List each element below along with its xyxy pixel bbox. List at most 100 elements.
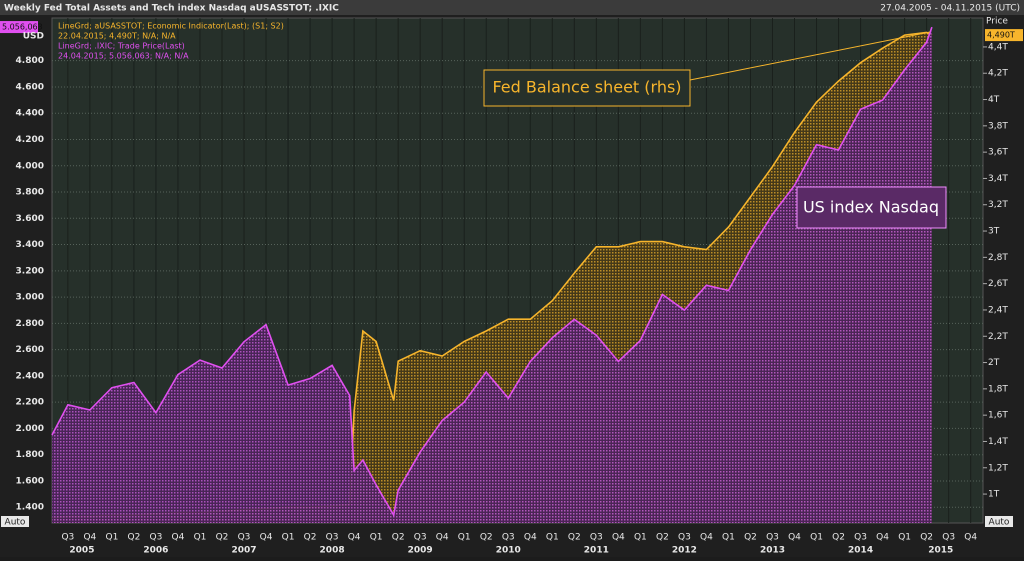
y2-tick-label: 1,2T [988,463,1008,473]
y-tick-label: 4.000 [16,161,44,171]
year-label: 2014 [848,546,873,556]
last-value-label: 5.056,063 [2,23,43,32]
y2-tick-label: 2,8T [988,253,1008,263]
x-tick-label: Q2 [480,533,493,543]
x-tick-label: Q2 [832,533,845,543]
x-tick-label: Q1 [105,533,118,543]
x-tick-label: Q2 [216,533,229,543]
y-tick-label: 4.400 [16,109,44,119]
y2-tick-label: 1,8T [988,384,1008,394]
y2-tick-label: 3,6T [988,148,1008,158]
x-tick-label: Q3 [502,533,515,543]
title-bar [0,0,1024,15]
x-tick-label: Q4 [612,533,625,543]
y2-tick-label: 1,6T [988,411,1008,421]
y2-tick-label: 2,2T [988,332,1008,342]
y-tick-label: 2.000 [16,424,44,434]
y2-tick-label: 1,4T [988,437,1008,447]
y-tick-label: 2.600 [16,345,44,355]
y-tick-label: 2.400 [16,371,44,381]
legend-detail: 24.04.2015; 5.056,063; N/A; N/A [58,52,189,61]
y-axis-label: USD [23,32,44,42]
x-tick-label: Q1 [282,533,295,543]
year-label: 2012 [672,546,697,556]
x-tick-label: Q3 [326,533,339,543]
year-label: 2013 [760,546,785,556]
series-area [52,27,932,523]
x-tick-label: Q3 [942,533,955,543]
y-tick-label: 1.600 [16,476,44,486]
x-tick-label: Q1 [898,533,911,543]
x-tick-label: Q2 [568,533,581,543]
year-label: 2007 [231,546,256,556]
x-tick-label: Q2 [656,533,669,543]
y2-tick-label: 4,4T [988,42,1008,52]
x-tick-label: Q4 [524,533,537,543]
annotation: US index Nasdaq [803,198,939,217]
x-tick-label: Q4 [700,533,713,543]
year-label: 2010 [496,546,521,556]
auto-label[interactable]: Auto [5,518,26,528]
legend-entry: LineGrd; aUSASSTOT; Economic Indicator(L… [58,22,284,31]
x-tick-label: Q3 [590,533,603,543]
legend-entry: LineGrd; .IXIC; Trade Price(Last) [58,42,185,51]
last-value-box [985,29,1023,42]
y2-tick-label: 3T [988,227,1000,237]
x-tick-label: Q4 [964,533,977,543]
annotation: Fed Balance sheet (rhs) [492,78,681,97]
y-tick-label: 3.400 [16,240,44,250]
year-label: 2015 [928,546,953,556]
x-tick-label: Q4 [348,533,361,543]
x-tick-label: Q3 [678,533,691,543]
y2-tick-label: 4,2T [988,69,1008,79]
x-tick-label: Q2 [128,533,141,543]
y-tick-label: 4.200 [16,135,44,145]
annotation-box [796,186,947,229]
y-tick-label: 3.600 [16,214,44,224]
x-tick-label: Q1 [546,533,559,543]
y2-tick-label: 2,6T [988,279,1008,289]
y-tick-label: 3.800 [16,188,44,198]
y-tick-label: 3.200 [16,266,44,276]
y-tick-label: 1.400 [16,503,44,513]
auto-label[interactable]: Auto [989,518,1010,528]
year-label: 2006 [143,546,168,556]
x-tick-label: Q2 [920,533,933,543]
x-tick-label: Q4 [83,533,96,543]
last-value-label: 4,490T [987,31,1015,40]
x-tick-label: Q2 [392,533,405,543]
y2-axis-label: Price [986,17,1008,27]
x-tick-label: Q3 [414,533,427,543]
x-tick-label: Q3 [150,533,163,543]
year-label: 2011 [584,546,609,556]
x-tick-label: Q3 [766,533,779,543]
y2-tick-label: 1T [988,490,1000,500]
y-tick-label: 3.000 [16,293,44,303]
annotation-leader [689,31,931,81]
x-tick-label: Q1 [634,533,647,543]
y-tick-label: 4.800 [16,56,44,66]
x-tick-label: Q1 [370,533,383,543]
x-tick-label: Q4 [876,533,889,543]
year-label: 2005 [69,546,94,556]
x-tick-label: Q1 [810,533,823,543]
x-tick-label: Q1 [194,533,207,543]
series-line [51,26,933,518]
x-tick-label: Q4 [788,533,801,543]
y2-tick-label: 3,2T [988,200,1008,210]
annotation-box [483,69,691,107]
y-tick-label: 1.800 [16,450,44,460]
x-tick-label: Q3 [854,533,867,543]
legend-detail: 22.04.2015; 4,490T; N/A; N/A [58,32,176,41]
x-tick-label: Q2 [744,533,757,543]
y2-tick-label: 2T [988,358,1000,368]
auto-button[interactable] [985,516,1013,527]
chart-title: Weekly Fed Total Assets and Tech index N… [4,4,339,14]
y-tick-label: 2.800 [16,319,44,329]
y2-tick-label: 3,8T [988,121,1008,131]
auto-button[interactable] [1,516,29,527]
y-tick-label: 4.600 [16,82,44,92]
year-label: 2009 [408,546,433,556]
x-tick-label: Q4 [436,533,449,543]
